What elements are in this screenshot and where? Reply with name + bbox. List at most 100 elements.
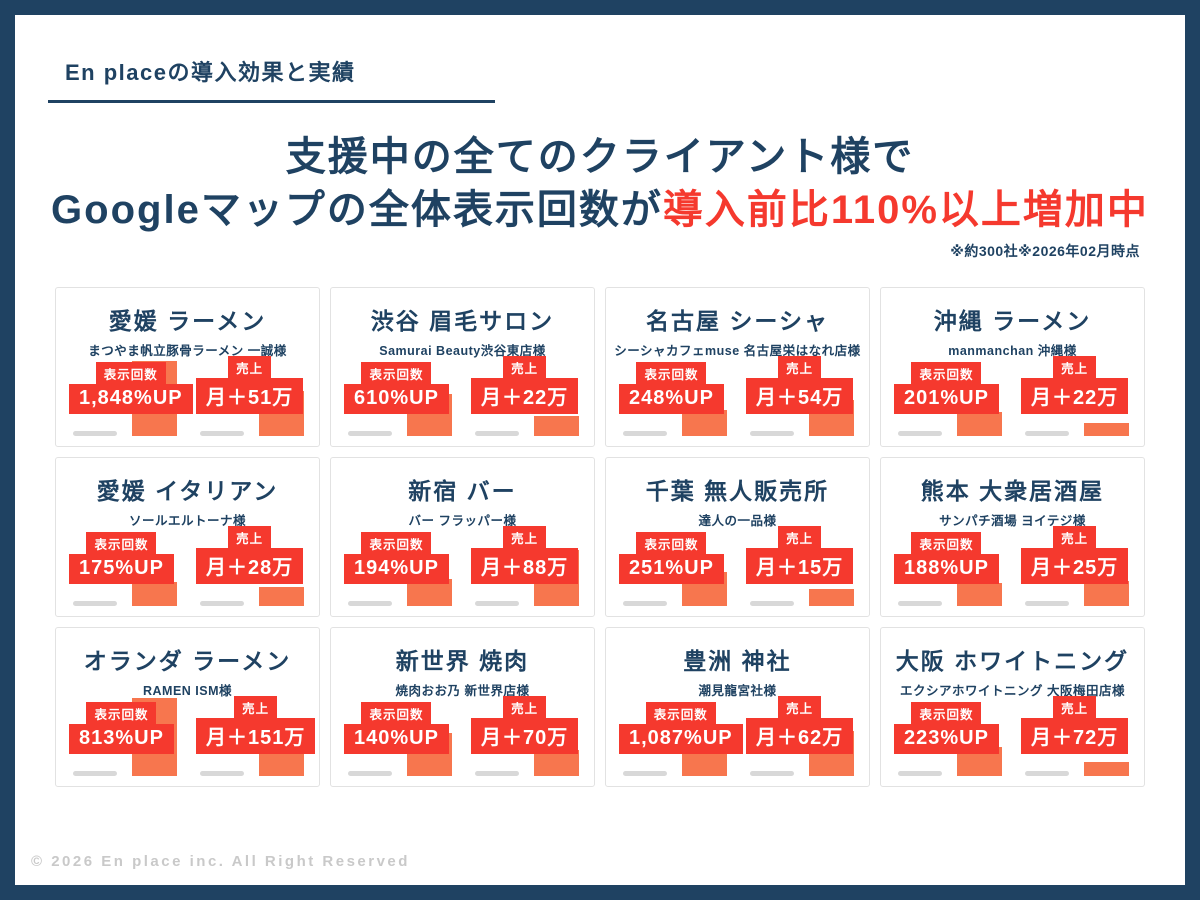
card-client-name: 潮見龍宮社様 [698, 684, 777, 698]
before-bar [750, 431, 794, 436]
sales-value: 月＋151万 [196, 718, 316, 754]
card-metrics: 表示回数 194%UP 売上 月＋88万 [344, 522, 581, 606]
client-card: 熊本 大衆居酒屋 サンパチ酒場 ヨイテジ様 表示回数 188%UP 売上 月＋2… [880, 457, 1145, 617]
impressions-label: 表示回数 [645, 702, 716, 724]
impressions-value: 175%UP [69, 554, 174, 584]
client-card: 大阪 ホワイトニング エクシアホワイトニング 大阪梅田店様 表示回数 223%U… [880, 627, 1145, 787]
card-metrics: 表示回数 1,848%UP 売上 月＋51万 [69, 352, 306, 436]
card-metrics: 表示回数 251%UP 売上 月＋15万 [619, 522, 856, 606]
sales-metric: 売上 月＋54万 [746, 352, 856, 436]
sales-label: 売上 [1053, 696, 1097, 718]
impressions-label: 表示回数 [911, 362, 982, 384]
impressions-badge: 表示回数 1,087%UP [619, 702, 743, 754]
card-title: 愛媛 イタリアン [96, 478, 279, 504]
card-title: 新宿 バー [408, 478, 517, 504]
main-title-line2-highlight: 導入前比110%以上増加中 [662, 188, 1149, 232]
card-client-name: サンパチ酒場 ヨイテジ様 [939, 514, 1086, 528]
impressions-badge: 表示回数 610%UP [344, 362, 449, 414]
impressions-label: 表示回数 [911, 532, 982, 554]
impressions-value: 188%UP [894, 554, 999, 584]
slide-canvas: En placeの導入効果と実績 支援中の全てのクライアント様で Googleマ… [15, 15, 1185, 885]
impressions-metric: 表示回数 610%UP [344, 352, 454, 436]
card-client-name: 焼肉おお乃 新世界店様 [395, 684, 530, 698]
impressions-value: 251%UP [619, 554, 724, 584]
impressions-value: 1,848%UP [69, 384, 193, 414]
main-title: 支援中の全てのクライアント様で Googleマップの全体表示回数が導入前比110… [15, 131, 1185, 237]
client-card: 愛媛 ラーメン まつやま帆立豚骨ラーメン 一誠様 表示回数 1,848%UP 売… [55, 287, 320, 447]
card-title: オランダ ラーメン [83, 648, 292, 674]
sales-metric: 売上 月＋62万 [746, 692, 856, 776]
copyright: © 2026 En place inc. All Right Reserved [31, 853, 410, 870]
sales-badge: 売上 月＋70万 [471, 696, 579, 754]
before-bar [1025, 771, 1069, 776]
sales-metric: 売上 月＋22万 [1021, 352, 1131, 436]
before-bar [200, 601, 244, 606]
sales-value: 月＋15万 [746, 548, 854, 584]
before-bar [73, 431, 117, 436]
main-title-line2: Googleマップの全体表示回数が導入前比110%以上増加中 [15, 184, 1185, 237]
sales-metric: 売上 月＋28万 [196, 522, 306, 606]
card-title: 千葉 無人販売所 [645, 478, 830, 504]
impressions-label: 表示回数 [636, 362, 707, 384]
impressions-value: 194%UP [344, 554, 449, 584]
client-card: 名古屋 シーシャ シーシャカフェmuse 名古屋栄はなれ店様 表示回数 248%… [605, 287, 870, 447]
impressions-badge: 表示回数 194%UP [344, 532, 449, 584]
after-bar [957, 412, 1002, 436]
impressions-value: 610%UP [344, 384, 449, 414]
card-client-name: シーシャカフェmuse 名古屋栄はなれ店様 [614, 344, 861, 358]
heading-underline [48, 100, 495, 103]
impressions-badge: 表示回数 813%UP [69, 702, 174, 754]
sales-badge: 売上 月＋62万 [746, 696, 854, 754]
impressions-badge: 表示回数 175%UP [69, 532, 174, 584]
card-client-name: ソールエルトーナ様 [128, 514, 246, 528]
client-card: 沖縄 ラーメン manmanchan 沖縄様 表示回数 201%UP 売上 月＋… [880, 287, 1145, 447]
sales-label: 売上 [234, 696, 278, 718]
sales-metric: 売上 月＋22万 [471, 352, 581, 436]
impressions-badge: 表示回数 223%UP [894, 702, 999, 754]
client-card: 新世界 焼肉 焼肉おお乃 新世界店様 表示回数 140%UP 売上 月＋70万 [330, 627, 595, 787]
before-bar [1025, 601, 1069, 606]
impressions-badge: 表示回数 188%UP [894, 532, 999, 584]
sales-value: 月＋22万 [471, 378, 579, 414]
sales-value: 月＋88万 [471, 548, 579, 584]
card-client-name: 達人の一品様 [698, 514, 777, 528]
card-title: 渋谷 眉毛サロン [370, 308, 555, 334]
impressions-value: 813%UP [69, 724, 174, 754]
sales-label: 売上 [778, 526, 822, 548]
sales-badge: 売上 月＋22万 [471, 356, 579, 414]
impressions-label: 表示回数 [361, 702, 432, 724]
impressions-metric: 表示回数 1,087%UP [619, 692, 743, 776]
impressions-badge: 表示回数 140%UP [344, 702, 449, 754]
card-title: 豊洲 神社 [683, 648, 792, 674]
card-metrics: 表示回数 223%UP 売上 月＋72万 [894, 692, 1131, 776]
before-bar [73, 771, 117, 776]
client-card: 新宿 バー バー フラッパー様 表示回数 194%UP 売上 月＋88万 [330, 457, 595, 617]
sales-label: 売上 [503, 356, 547, 378]
card-title: 熊本 大衆居酒屋 [920, 478, 1105, 504]
after-bar [1084, 423, 1129, 436]
sales-label: 売上 [1053, 526, 1097, 548]
sales-value: 月＋22万 [1021, 378, 1129, 414]
sales-metric: 売上 月＋70万 [471, 692, 581, 776]
sales-metric: 売上 月＋72万 [1021, 692, 1131, 776]
client-card: 愛媛 イタリアン ソールエルトーナ様 表示回数 175%UP 売上 月＋28万 [55, 457, 320, 617]
impressions-metric: 表示回数 813%UP [69, 692, 179, 776]
sales-label: 売上 [503, 696, 547, 718]
impressions-value: 223%UP [894, 724, 999, 754]
before-bar [898, 601, 942, 606]
before-bar [475, 431, 519, 436]
impressions-value: 201%UP [894, 384, 999, 414]
impressions-value: 1,087%UP [619, 724, 743, 754]
after-bar [534, 416, 579, 436]
impressions-label: 表示回数 [86, 702, 157, 724]
impressions-metric: 表示回数 140%UP [344, 692, 454, 776]
impressions-metric: 表示回数 1,848%UP [69, 352, 193, 436]
impressions-label: 表示回数 [95, 362, 166, 384]
sales-value: 月＋51万 [196, 378, 304, 414]
sales-badge: 売上 月＋72万 [1021, 696, 1129, 754]
before-bar [1025, 431, 1069, 436]
client-card: オランダ ラーメン RAMEN ISM様 表示回数 813%UP 売上 月＋15… [55, 627, 320, 787]
sales-label: 売上 [228, 526, 272, 548]
after-bar [132, 582, 177, 606]
sales-label: 売上 [778, 356, 822, 378]
